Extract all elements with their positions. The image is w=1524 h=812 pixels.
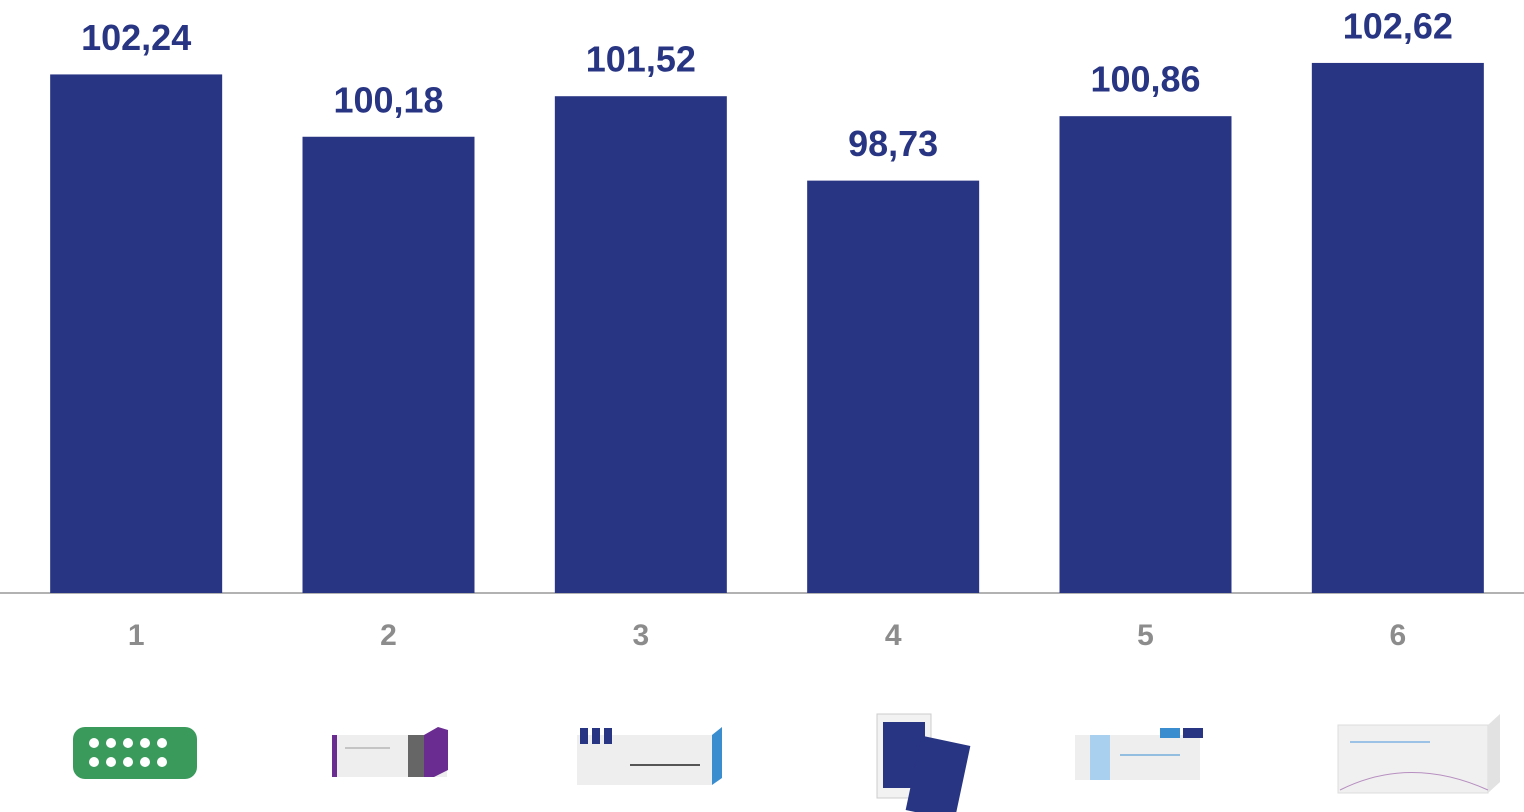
bar [50,74,223,593]
icon-box-white [1337,714,1500,794]
icon-leaflet [876,713,971,812]
value-label: 98,73 [848,123,938,164]
value-label: 102,62 [1343,5,1453,46]
icon-box-purple [332,727,448,777]
bar [1311,62,1484,594]
bar [302,136,475,594]
x-tick-label: 2 [380,619,397,652]
x-tick-label: 5 [1137,619,1154,652]
package-icons [73,713,1500,812]
x-tick-label: 4 [885,619,902,652]
value-label: 100,86 [1090,59,1200,100]
bar [807,180,980,593]
icon-box-wave [1075,728,1203,780]
bar [1059,116,1232,593]
icon-box-blue-top [577,727,722,785]
bar [554,96,727,593]
x-tick-label: 3 [632,619,649,652]
value-label: 101,52 [586,39,696,80]
icon-blister [73,727,197,779]
value-label: 102,24 [81,17,191,58]
value-label: 100,18 [333,79,443,120]
x-tick-label: 1 [128,619,145,652]
x-tick-label: 6 [1389,619,1406,652]
